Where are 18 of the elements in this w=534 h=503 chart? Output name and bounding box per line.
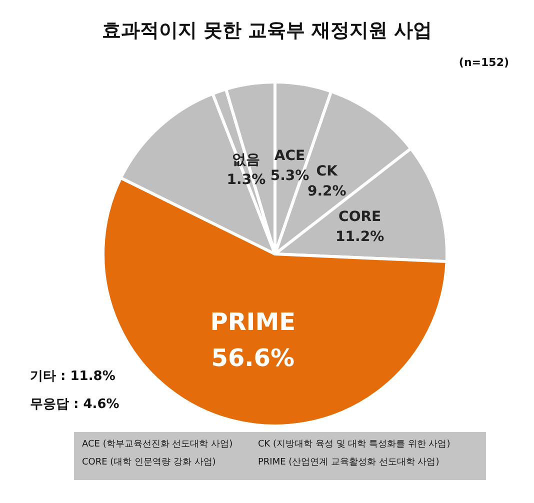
data-label: 5.3% bbox=[270, 168, 310, 184]
slice-label: CORE bbox=[338, 209, 382, 226]
slice-label: PRIME bbox=[210, 308, 296, 336]
slice-label: CK bbox=[316, 164, 339, 180]
data-label: 11.2% bbox=[336, 229, 384, 246]
text: (n=152) bbox=[458, 56, 510, 69]
data-label: 1.3% bbox=[226, 172, 266, 188]
slice-label: 없음 bbox=[232, 152, 260, 168]
category-label: 무응답 : 4.6% bbox=[30, 397, 120, 412]
slice-label: ACE bbox=[274, 148, 306, 164]
text: PRIME (산업연계 교육활성화 선도대학 사업) bbox=[258, 458, 440, 468]
data-label: 56.6% bbox=[211, 344, 294, 372]
category-label: 기타 : 11.8% bbox=[30, 369, 116, 384]
text: ACE (학부교육선진화 선도대학 사업) bbox=[82, 440, 233, 450]
chart-title: 효과적이지 못한 교육부 재정지원 사업 bbox=[102, 20, 432, 42]
text: CK (지방대학 육성 및 대학 특성화를 위한 사업) bbox=[258, 440, 450, 450]
text: CORE (대학 인문역량 강화 사업) bbox=[82, 458, 216, 468]
data-label: 9.2% bbox=[307, 184, 346, 200]
